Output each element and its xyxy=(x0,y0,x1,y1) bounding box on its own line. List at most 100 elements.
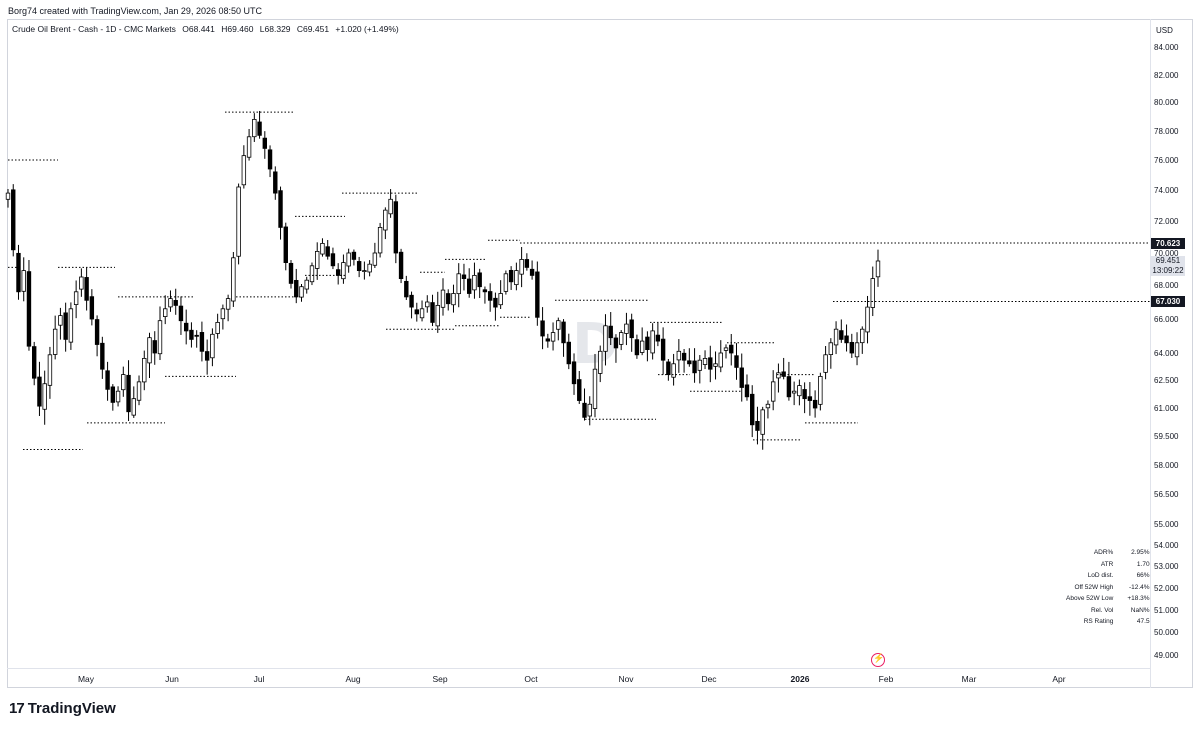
candle-down xyxy=(545,338,551,342)
candle-up xyxy=(136,381,142,401)
candle-up xyxy=(320,242,325,255)
candle-down xyxy=(32,346,37,379)
y-tick-label: 55.000 xyxy=(1154,520,1179,529)
y-tick-label: 66.000 xyxy=(1154,315,1179,324)
candle-up xyxy=(241,155,247,186)
candle-down xyxy=(278,190,283,228)
currency-label: USD xyxy=(1156,26,1173,35)
candle-down xyxy=(577,379,582,401)
candle-up xyxy=(58,315,63,326)
candle-up xyxy=(163,308,168,317)
stats-row: ATR 1.70 xyxy=(1062,559,1154,571)
stats-key: ADR% xyxy=(1093,549,1114,556)
candle-up xyxy=(440,289,446,308)
stats-key: Off 52W High xyxy=(1074,583,1114,591)
candle-up xyxy=(5,192,11,200)
candle-down xyxy=(634,339,640,356)
tradingview-mark-icon: 17 xyxy=(9,700,25,717)
candle-down xyxy=(330,253,336,267)
candle-up xyxy=(252,119,257,138)
candle-up xyxy=(42,383,47,410)
candle-down xyxy=(786,376,792,398)
candle-up xyxy=(624,323,629,334)
candle-up xyxy=(435,304,440,327)
candle-up xyxy=(870,278,875,308)
y-tick-label: 68.000 xyxy=(1154,281,1179,290)
candle-down xyxy=(273,171,278,194)
y-tick-label: 54.000 xyxy=(1154,541,1179,550)
candle-down xyxy=(692,360,697,374)
candle-down xyxy=(199,332,205,352)
candle-down xyxy=(262,137,268,149)
candle-up xyxy=(519,258,524,275)
candle-down xyxy=(84,277,89,301)
candle-down xyxy=(493,297,498,308)
stats-row: Off 52W High -12.4% xyxy=(1062,582,1154,594)
candle-up xyxy=(472,274,477,291)
y-tick-label: 76.000 xyxy=(1154,156,1179,165)
candle-up xyxy=(818,375,823,405)
candle-up xyxy=(377,226,383,254)
candle-down xyxy=(100,342,105,370)
stats-key: ATR xyxy=(1100,560,1114,568)
candle-down xyxy=(708,357,713,370)
chart-frame xyxy=(7,19,1193,688)
candle-down xyxy=(178,305,184,322)
candle-down xyxy=(467,278,472,294)
candle-down xyxy=(535,271,540,318)
high-value: H69.460 xyxy=(221,24,254,34)
stats-value: 1.70 xyxy=(1136,560,1150,568)
stats-value: 66% xyxy=(1136,572,1150,579)
candle-down xyxy=(807,396,813,401)
y-tick-label: 49.000 xyxy=(1154,651,1179,660)
close-value: C69.451 xyxy=(296,24,330,34)
x-tick-label: Apr xyxy=(1052,674,1065,684)
tradingview-logo[interactable]: 17 TradingView xyxy=(9,700,116,717)
candle-up xyxy=(157,320,163,355)
resistance-price-tag: 70.623 xyxy=(1151,237,1185,249)
stats-row: Rel. Vol NaN% xyxy=(1062,605,1154,617)
lightning-icon[interactable] xyxy=(871,653,885,667)
candle-down xyxy=(294,280,299,298)
candle-up xyxy=(341,262,346,280)
candle-down xyxy=(482,289,488,293)
bar-countdown: 13:09:22 xyxy=(1152,265,1184,275)
candle-down xyxy=(687,360,692,365)
candle-up xyxy=(770,381,776,402)
y-tick-label: 84.000 xyxy=(1154,43,1179,52)
candle-up xyxy=(147,337,152,364)
candle-up xyxy=(592,368,598,409)
stats-key: Above 52W Low xyxy=(1066,595,1114,602)
candle-down xyxy=(37,376,42,407)
candle-up xyxy=(556,320,561,330)
candle-down xyxy=(152,340,157,354)
candle-up xyxy=(598,350,603,374)
support-price-tag: 67.030 xyxy=(1151,295,1185,307)
candle-up xyxy=(451,293,456,306)
candle-up xyxy=(603,325,608,352)
stats-value: 47.5 xyxy=(1136,618,1150,625)
candle-up xyxy=(388,198,393,215)
candle-down xyxy=(744,384,750,398)
candle-up xyxy=(315,250,320,269)
candle-down xyxy=(681,352,687,361)
stats-value: 2.95% xyxy=(1131,549,1150,556)
candle-down xyxy=(849,341,854,354)
y-tick-label: 62.500 xyxy=(1154,376,1179,385)
candle-up xyxy=(865,306,870,333)
x-tick-label: Aug xyxy=(345,674,360,684)
candle-down xyxy=(582,402,587,418)
candle-down xyxy=(404,280,409,298)
stats-row: ADR% 2.95% xyxy=(1062,547,1154,559)
current-price-tag: 69.451 13:09:22 xyxy=(1151,255,1185,276)
candle-up xyxy=(797,385,802,397)
candle-up xyxy=(372,252,378,266)
candle-down xyxy=(414,309,419,315)
candle-up xyxy=(215,321,220,334)
x-tick-label: Nov xyxy=(618,674,634,684)
candle-down xyxy=(729,344,734,354)
candle-down xyxy=(446,293,451,305)
candle-up xyxy=(760,409,765,435)
candle-down xyxy=(183,322,189,332)
